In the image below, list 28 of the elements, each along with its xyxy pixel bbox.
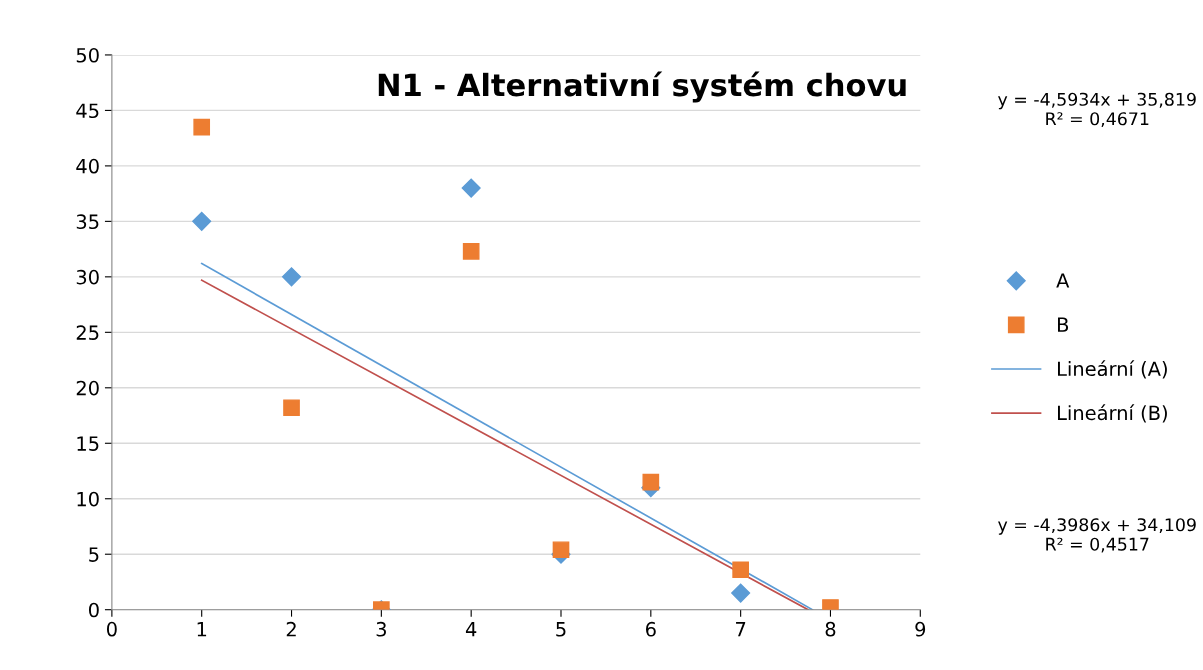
legend-label: A bbox=[1056, 273, 1070, 288]
x-tick-label: 0 bbox=[106, 621, 117, 637]
y-tick-label: 5 bbox=[89, 547, 99, 562]
legend-label: Lineární (B) bbox=[1058, 404, 1167, 423]
x-tick-label: 8 bbox=[825, 621, 836, 637]
text: N1 - Alternativní systém chovu bbox=[378, 71, 906, 103]
y-tick-label: 25 bbox=[76, 325, 99, 340]
x-tick-label: 5 bbox=[556, 622, 566, 637]
y-tick-label: 35 bbox=[76, 214, 99, 230]
y-tick-label: 10 bbox=[77, 491, 99, 507]
y-tick-label: 15 bbox=[77, 436, 99, 451]
x-tick-label: 9 bbox=[915, 621, 926, 637]
y-tick-label: 50 bbox=[76, 47, 99, 63]
x-tick-label: 3 bbox=[376, 621, 386, 637]
legend-label: Lineární (A) bbox=[1058, 360, 1167, 379]
x-tick-label: 2 bbox=[286, 621, 296, 637]
x-tick-label: 4 bbox=[465, 622, 477, 637]
x-tick-label: 7 bbox=[736, 622, 746, 637]
text: y = -4,3986x + 34,109 R² = 0,4517 bbox=[998, 518, 1196, 553]
y-tick-label: 0 bbox=[88, 602, 99, 618]
y-tick-label: 20 bbox=[76, 380, 99, 396]
y-tick-label: 40 bbox=[76, 158, 99, 174]
x-tick-label: 1 bbox=[197, 622, 207, 637]
legend-label: B bbox=[1058, 317, 1069, 332]
y-tick-label: 30 bbox=[76, 269, 99, 285]
x-tick-label: 6 bbox=[646, 621, 656, 637]
y-tick-label: 45 bbox=[76, 103, 99, 119]
text: y = -4,5934x + 35,819 R² = 0,4671 bbox=[998, 92, 1196, 128]
